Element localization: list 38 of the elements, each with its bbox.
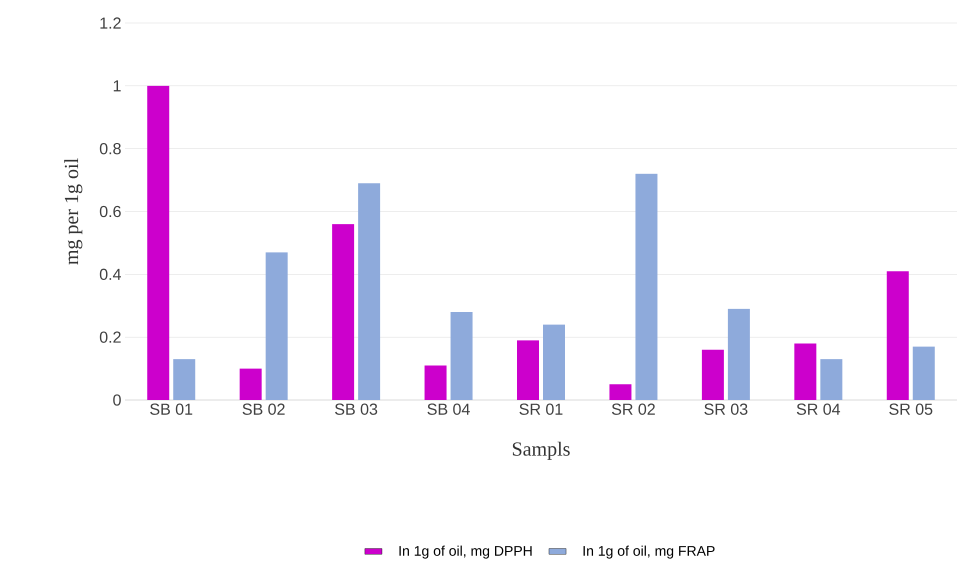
bar: [702, 350, 724, 400]
x-tick-label: SR 01: [519, 404, 562, 415]
x-tick-label: SR 04: [796, 404, 840, 415]
legend-label: In 1g of oil, mg DPPH: [399, 546, 532, 559]
y-tick-label: 1: [114, 80, 121, 92]
y-tick-label: 0: [113, 394, 121, 406]
bar: [820, 359, 842, 400]
y-tick-label: 1.2: [100, 17, 121, 29]
bar: [358, 183, 380, 400]
bar: [332, 224, 354, 400]
bar: [450, 312, 473, 400]
x-tick-label: SR 03: [704, 404, 748, 415]
x-tick-label: SB 01: [150, 404, 192, 415]
x-tick-label: SR 02: [612, 404, 655, 415]
bar: [728, 308, 750, 400]
y-tick-label: 0.4: [100, 268, 121, 280]
x-tick-label: SB 04: [427, 404, 470, 415]
x-tick-label: SB 02: [242, 404, 285, 415]
bar: [517, 340, 540, 400]
bar: [543, 324, 566, 400]
y-tick-label: 0.8: [100, 143, 121, 154]
bar: [794, 343, 816, 400]
legend-label: In 1g of oil, mg FRAP: [584, 546, 715, 559]
bar: [424, 365, 447, 400]
bar: [912, 346, 935, 400]
bar: [240, 368, 262, 400]
bar: [173, 359, 196, 400]
bar: [635, 174, 658, 400]
y-tick-label: 0.2: [100, 332, 121, 343]
x-tick-label: SR 05: [889, 404, 932, 415]
bar: [609, 384, 632, 400]
y-axis-title: mg per 1g oil: [64, 158, 82, 265]
bar: [886, 271, 909, 400]
y-tick-label: 0.6: [100, 206, 121, 218]
x-axis-title: Sampls: [512, 442, 570, 460]
x-tick-label: SB 03: [335, 404, 378, 415]
bar: [147, 86, 170, 400]
bar: [266, 252, 288, 400]
